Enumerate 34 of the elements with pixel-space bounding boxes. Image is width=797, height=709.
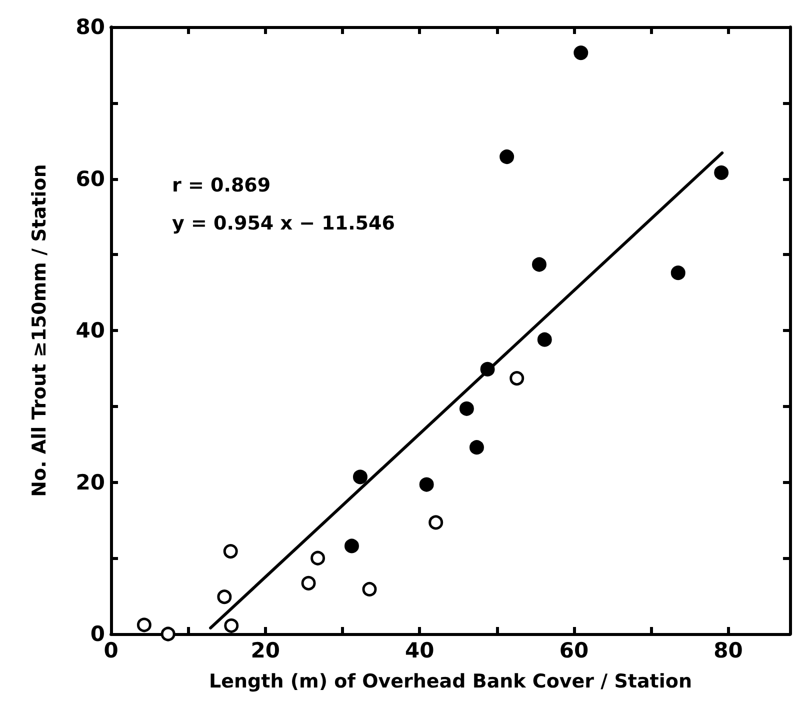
point <box>136 618 152 632</box>
point <box>223 544 238 559</box>
y-axis-title: No. All Trout ≥150mm / Station <box>28 164 50 497</box>
point <box>344 538 359 554</box>
point <box>532 257 546 272</box>
y-tick-label: 20 <box>76 470 105 494</box>
x-axis-title: Length (m) of Overhead Bank Cover / Station <box>209 670 692 692</box>
point <box>714 165 729 180</box>
y-tick-label: 60 <box>76 166 105 191</box>
x-tick-label: 40 <box>405 638 434 662</box>
x-tick-label: 60 <box>559 638 589 662</box>
x-tick-label: 20 <box>250 638 280 662</box>
point <box>469 440 484 455</box>
point <box>217 590 232 604</box>
point <box>160 626 176 642</box>
point <box>310 550 326 566</box>
y-tick-label: 0 <box>90 622 105 646</box>
point <box>510 371 524 386</box>
annotation: r = 0.869 <box>172 174 271 196</box>
x-tick-label: 80 <box>714 638 743 662</box>
point <box>224 618 239 633</box>
annotation: y = 0.954 x − 11.546 <box>172 212 395 234</box>
point <box>459 401 474 416</box>
y-tick-label: 40 <box>76 318 105 342</box>
point <box>419 477 434 492</box>
point <box>670 266 686 280</box>
point <box>352 470 368 484</box>
point <box>428 515 444 530</box>
point <box>537 332 552 347</box>
point <box>500 150 514 164</box>
point <box>574 46 588 60</box>
y-tick-label: 80 <box>76 15 105 39</box>
point <box>362 582 377 596</box>
point <box>301 576 316 590</box>
